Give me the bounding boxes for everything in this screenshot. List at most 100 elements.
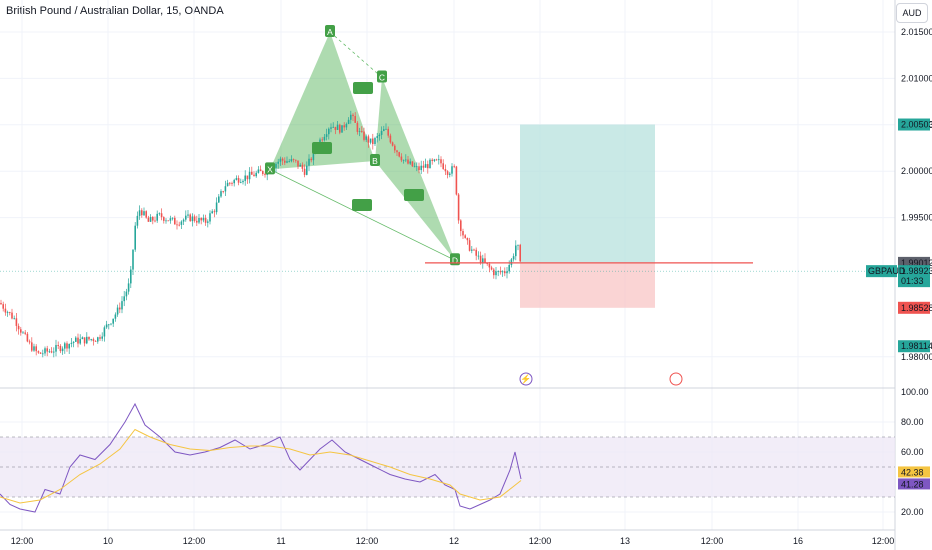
candle (94, 341, 97, 342)
time-tick-label: 12:00 (529, 536, 552, 546)
candle (123, 296, 125, 302)
lightning-icon (519, 372, 533, 386)
candle (433, 159, 436, 161)
candle (490, 267, 493, 270)
time-tick-label: 11 (276, 536, 285, 546)
flag-icon (669, 372, 683, 386)
candle (222, 191, 224, 192)
candle (2, 304, 4, 309)
candle (28, 341, 31, 343)
candle (325, 134, 328, 137)
candle (149, 216, 152, 222)
candle (141, 210, 143, 216)
rsi-value-badge (898, 478, 930, 490)
candle (42, 353, 44, 355)
rsi-ma-value: 42.38 (901, 467, 924, 477)
candle (400, 156, 403, 161)
candle (402, 159, 405, 161)
rsi-tick-label: 100.00 (901, 387, 929, 397)
pattern-point-x (265, 162, 275, 175)
candle (165, 220, 167, 222)
stop-price-badge-text: 1.98528 (901, 303, 932, 313)
price-tick-label: 1.99500 (901, 213, 932, 223)
candle (438, 159, 440, 161)
candle (160, 213, 163, 218)
candle (209, 213, 211, 222)
candle (453, 166, 455, 168)
target-zone (520, 124, 655, 263)
candle (167, 220, 169, 222)
candle (512, 256, 515, 260)
candle (499, 271, 502, 273)
candle (198, 217, 200, 223)
symbol-badge (866, 265, 897, 278)
candle (422, 165, 425, 168)
candle (398, 152, 400, 157)
candle (242, 180, 244, 183)
pattern-xd-line (269, 168, 456, 261)
candles (0, 110, 521, 358)
candle (358, 131, 361, 132)
candle (138, 210, 141, 216)
candle (59, 345, 62, 352)
candle (13, 318, 15, 320)
pattern-ratio-badge (404, 189, 424, 201)
candle (429, 159, 431, 169)
marker-price-badge-text: 1.98114 (901, 341, 932, 351)
candle (77, 337, 79, 344)
candle (457, 194, 460, 221)
candle (178, 224, 180, 226)
candle (471, 249, 473, 251)
candle (464, 235, 466, 238)
candle (328, 128, 330, 135)
candle (515, 245, 517, 257)
candle (323, 136, 326, 141)
candle (189, 214, 191, 222)
candle (286, 161, 288, 163)
last-price-badge-text: 01:33 (901, 276, 924, 286)
candle (501, 271, 504, 273)
candle (114, 314, 117, 319)
candle (53, 351, 55, 353)
candle (418, 166, 420, 171)
candle (83, 337, 86, 344)
currency-button[interactable]: AUD (896, 3, 928, 23)
pattern-ratio-badge (353, 82, 373, 94)
candle (4, 308, 7, 313)
candle (187, 214, 189, 216)
candle (213, 211, 216, 213)
candle (152, 216, 154, 221)
candle (336, 124, 339, 130)
candle (48, 351, 51, 353)
candle (24, 332, 26, 334)
pattern-point-label: C (379, 72, 385, 82)
target-price-badge (898, 118, 930, 131)
time-tick-label: 10 (103, 536, 113, 546)
candle (174, 217, 176, 225)
candle (508, 264, 510, 272)
time-tick-label: 12:00 (701, 536, 724, 546)
candle (72, 341, 75, 343)
candle (215, 202, 218, 213)
time-tick-label: 12:00 (356, 536, 379, 546)
candle (383, 129, 385, 131)
time-tick-label: 12:00 (11, 536, 34, 546)
candle (70, 342, 73, 344)
candle (220, 191, 222, 197)
candle (163, 217, 165, 221)
candle (354, 116, 356, 123)
candle (295, 159, 297, 161)
pattern-bcd (375, 77, 455, 261)
candle (99, 337, 101, 339)
candle (75, 337, 77, 342)
candle (330, 127, 332, 129)
candle (237, 178, 240, 183)
candle (196, 220, 198, 223)
price-tick-label: 2.01500 (901, 27, 932, 37)
last-price-badge (898, 265, 930, 288)
candle (248, 171, 251, 180)
candle (101, 336, 103, 339)
candle (321, 139, 323, 141)
candle (361, 131, 363, 132)
